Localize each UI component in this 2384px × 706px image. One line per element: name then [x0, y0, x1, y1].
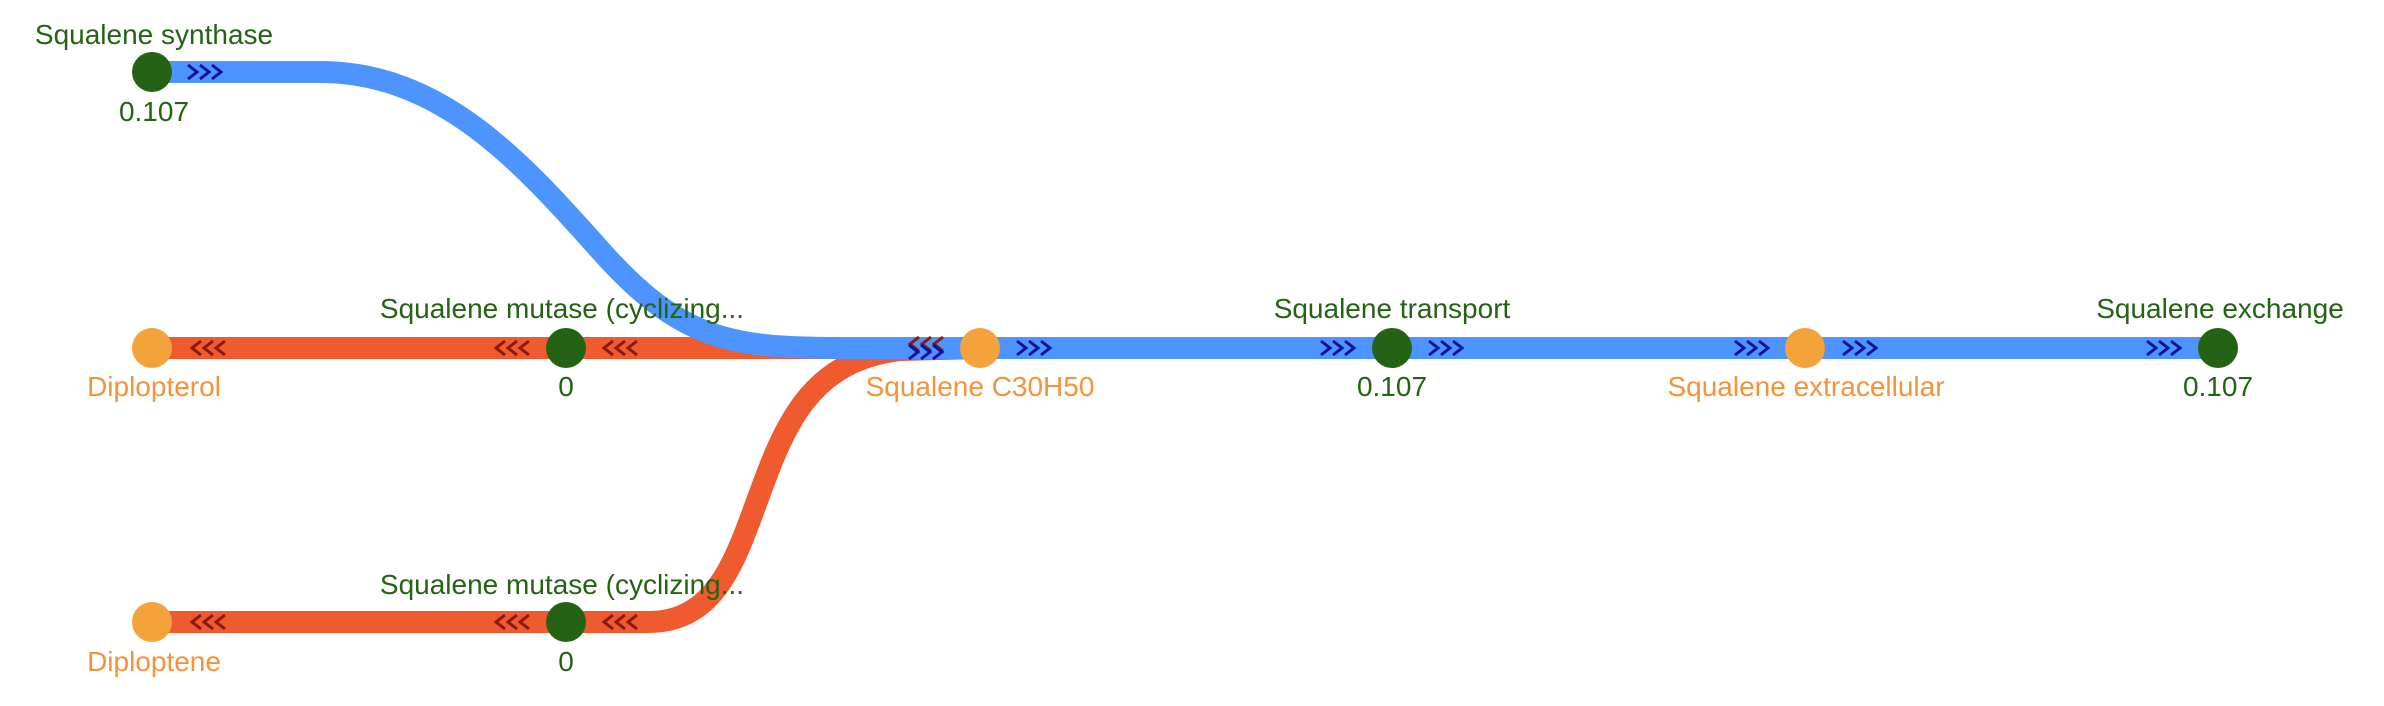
- triple-chevron-right-arrow-extracellular-out-icon: [1842, 339, 1879, 357]
- chevron-stroke: [920, 343, 933, 361]
- flux-value-squalene-transport: 0.107: [1357, 371, 1427, 402]
- flux-value-squalene-exchange: 0.107: [2183, 371, 2253, 402]
- metabolite-label-squalene-extracellular: Squalene extracellular: [1667, 371, 1944, 402]
- metabolite-node-diploptene[interactable]: [132, 602, 172, 642]
- chevron-stroke: [601, 613, 614, 631]
- chevron-stroke: [1866, 339, 1879, 357]
- chevron-stroke: [1440, 339, 1453, 357]
- chevron-stroke: [1320, 339, 1333, 357]
- chevron-stroke: [1854, 339, 1867, 357]
- flux-value-squalene-mutase-1: 0: [558, 371, 574, 402]
- nodes-layer: [132, 52, 2238, 642]
- chevron-stroke: [1758, 339, 1771, 357]
- triple-chevron-left-arrow-diploptene-in-icon: [189, 613, 226, 631]
- chevron-stroke: [1746, 339, 1759, 357]
- chevron-stroke: [199, 63, 212, 81]
- reaction-node-squalene-transport[interactable]: [1372, 328, 1412, 368]
- chevron-stroke: [601, 339, 614, 357]
- chevron-stroke: [625, 613, 638, 631]
- triple-chevron-left-arrow-diplopterol-in-icon: [189, 339, 226, 357]
- triple-chevron-left-arrow-mutase1-in-icon: [493, 339, 530, 357]
- chevron-stroke: [2170, 339, 2183, 357]
- triple-chevron-right-arrow-squalene-in-fwd-icon: [908, 343, 945, 361]
- reaction-label-squalene-synthase: Squalene synthase: [35, 19, 273, 50]
- metabolite-node-squalene[interactable]: [960, 328, 1000, 368]
- triple-chevron-right-arrow-transport-in-icon: [1320, 339, 1357, 357]
- chevron-stroke: [1452, 339, 1465, 357]
- chevron-stroke: [517, 339, 530, 357]
- chevron-stroke: [2158, 339, 2171, 357]
- labels-layer: Squalene synthase Squalene mutase (cycli…: [35, 19, 2344, 677]
- arrows-layer: [187, 63, 2183, 631]
- triple-chevron-left-arrow-mutase2-out-icon: [601, 613, 638, 631]
- chevron-stroke: [1332, 339, 1345, 357]
- chevron-stroke: [201, 613, 214, 631]
- metabolite-label-squalene: Squalene C30H50: [866, 371, 1095, 402]
- triple-chevron-right-arrow-synthase-out-icon: [187, 63, 224, 81]
- edge-synthase-squalene[interactable]: [152, 61, 980, 359]
- chevron-stroke: [1842, 339, 1855, 357]
- chevron-stroke: [493, 613, 506, 631]
- metabolite-node-squalene-extracellular[interactable]: [1785, 328, 1825, 368]
- chevron-stroke: [201, 339, 214, 357]
- chevron-stroke: [187, 63, 200, 81]
- chevron-stroke: [2146, 339, 2159, 357]
- chevron-stroke: [213, 613, 226, 631]
- triple-chevron-right-arrow-exchange-in-icon: [2146, 339, 2183, 357]
- reaction-label-squalene-mutase-2: Squalene mutase (cyclizing...: [380, 569, 744, 600]
- metabolite-label-diplopterol: Diplopterol: [87, 371, 221, 402]
- chevron-stroke: [189, 339, 202, 357]
- reaction-node-squalene-mutase-1[interactable]: [546, 328, 586, 368]
- chevron-stroke: [493, 339, 506, 357]
- reaction-label-squalene-mutase-1: Squalene mutase (cyclizing...: [380, 293, 744, 324]
- chevron-stroke: [908, 343, 921, 361]
- triple-chevron-right-arrow-extracellular-in-icon: [1734, 339, 1771, 357]
- edges-layer: [152, 61, 2218, 633]
- triple-chevron-left-arrow-mutase2-in-icon: [493, 613, 530, 631]
- reaction-node-squalene-mutase-2[interactable]: [546, 602, 586, 642]
- chevron-stroke: [1028, 339, 1041, 357]
- metabolite-node-diplopterol[interactable]: [132, 328, 172, 368]
- chevron-stroke: [1734, 339, 1747, 357]
- chevron-stroke: [211, 63, 224, 81]
- chevron-stroke: [189, 613, 202, 631]
- chevron-stroke: [213, 339, 226, 357]
- chevron-stroke: [625, 339, 638, 357]
- metabolite-label-diploptene: Diploptene: [87, 646, 221, 677]
- triple-chevron-left-arrow-mutase1-out-icon: [601, 339, 638, 357]
- triple-chevron-right-arrow-squalene-out-icon: [1016, 339, 1053, 357]
- edge-mutase2-squalene[interactable]: [566, 337, 981, 633]
- chevron-stroke: [932, 343, 945, 361]
- chevron-stroke: [1428, 339, 1441, 357]
- reaction-node-squalene-synthase[interactable]: [132, 52, 172, 92]
- triple-chevron-right-arrow-transport-out-icon: [1428, 339, 1465, 357]
- chevron-stroke: [1344, 339, 1357, 357]
- chevron-stroke: [613, 339, 626, 357]
- chevron-stroke: [1016, 339, 1029, 357]
- chevron-stroke: [517, 613, 530, 631]
- reaction-label-squalene-exchange: Squalene exchange: [2096, 293, 2344, 324]
- chevron-stroke: [505, 339, 518, 357]
- chevron-stroke: [613, 613, 626, 631]
- chevron-stroke: [1040, 339, 1053, 357]
- flux-value-squalene-synthase: 0.107: [119, 96, 189, 127]
- reaction-node-squalene-exchange[interactable]: [2198, 328, 2238, 368]
- chevron-stroke: [505, 613, 518, 631]
- reaction-label-squalene-transport: Squalene transport: [1274, 293, 1511, 324]
- flux-value-squalene-mutase-2: 0: [558, 646, 574, 677]
